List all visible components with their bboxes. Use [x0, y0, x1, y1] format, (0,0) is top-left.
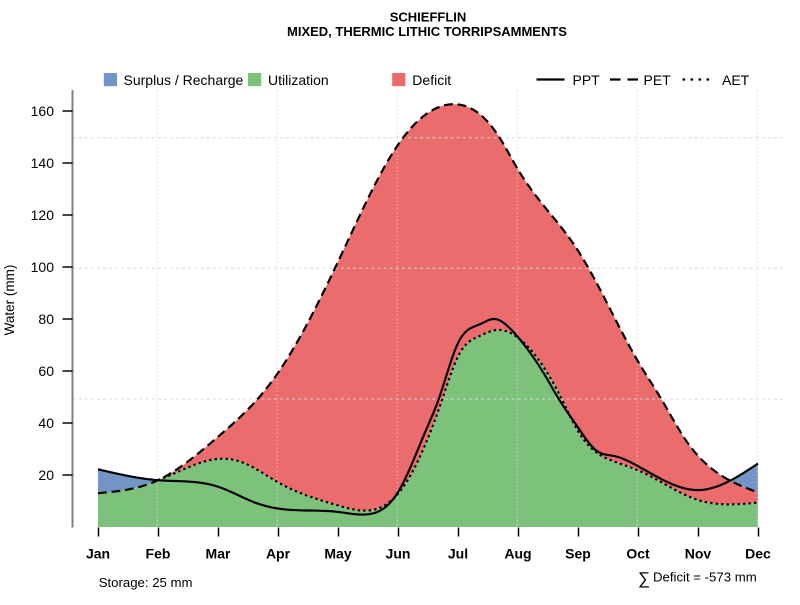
svg-text:Oct: Oct — [626, 546, 650, 562]
svg-text:20: 20 — [38, 467, 54, 483]
svg-text:Deficit: Deficit — [412, 72, 451, 88]
svg-text:Jan: Jan — [86, 546, 110, 562]
svg-text:Nov: Nov — [685, 546, 712, 562]
svg-text:Utilization: Utilization — [268, 72, 329, 88]
svg-text:100: 100 — [31, 259, 55, 275]
svg-text:∑: ∑ — [638, 569, 650, 588]
svg-text:Storage: 25 mm: Storage: 25 mm — [99, 575, 193, 590]
svg-text:Apr: Apr — [266, 546, 291, 562]
svg-text:40: 40 — [38, 415, 54, 431]
svg-text:140: 140 — [31, 155, 55, 171]
svg-text:May: May — [324, 546, 351, 562]
svg-text:160: 160 — [31, 103, 55, 119]
svg-text:Aug: Aug — [504, 546, 531, 562]
svg-text:Deficit = -573 mm: Deficit = -573 mm — [653, 570, 757, 585]
svg-text:Mar: Mar — [206, 546, 231, 562]
svg-text:PET: PET — [644, 72, 672, 88]
svg-text:Surplus / Recharge: Surplus / Recharge — [124, 72, 244, 88]
svg-text:Dec: Dec — [745, 546, 771, 562]
svg-text:60: 60 — [38, 363, 54, 379]
svg-text:120: 120 — [31, 207, 55, 223]
svg-text:80: 80 — [38, 311, 54, 327]
svg-text:Jun: Jun — [386, 546, 411, 562]
svg-text:AET: AET — [722, 72, 750, 88]
svg-text:Sep: Sep — [565, 546, 591, 562]
svg-text:SCHIEFFLIN: SCHIEFFLIN — [390, 10, 467, 25]
svg-text:Feb: Feb — [146, 546, 171, 562]
svg-text:MIXED, THERMIC LITHIC TORRIPSA: MIXED, THERMIC LITHIC TORRIPSAMMENTS — [287, 24, 567, 39]
svg-text:PPT: PPT — [573, 72, 601, 88]
svg-text:Jul: Jul — [448, 546, 468, 562]
svg-text:Water (mm): Water (mm) — [2, 265, 17, 336]
